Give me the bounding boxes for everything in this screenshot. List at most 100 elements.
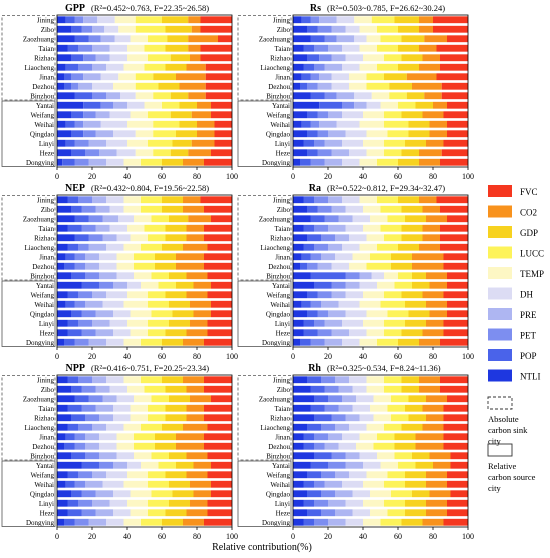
panel-stats: (R²=0.432~0.804, F=19.56~22.58) [91,183,209,193]
bar-segment-temp [370,490,391,498]
bar-segment-co2 [422,423,444,431]
bar-segment-dh [336,120,360,128]
bar-segment-ntli [57,205,71,213]
bar-segment-pop [307,25,318,33]
bar-segment-ntli [57,111,71,119]
bar-segment-ntli [293,319,304,327]
category-label: Taian [39,225,55,233]
bar-segment-pre [328,196,342,204]
bar-segment-dh [113,329,131,337]
bar-segment-fvc [218,35,232,43]
bar-segment-gdp [170,111,192,119]
bar-segment-gdp [405,404,423,412]
bar-segment-lucc [391,395,409,403]
bar-segment-fvc [440,376,468,384]
x-tick-label: 0 [291,172,295,181]
bar-segment-ntli [57,310,71,318]
bar-segment-temp [127,224,145,232]
bar-segment-lucc [148,509,166,517]
bar-segment-fvc [443,291,468,299]
bar-segment-gdp [398,158,419,166]
bar-segment-pop [65,433,75,441]
bar-segment-lucc [148,291,166,299]
bar-segment-pre [321,300,339,308]
bar-segment-co2 [419,196,437,204]
bar-segment-gdp [401,111,423,119]
category-label: Zibo [277,386,291,394]
bar-segment-ntli [293,205,307,213]
bar-segment-ntli [57,63,66,71]
bar-segment-pop [67,329,82,337]
legend-swatch-co2 [488,205,512,218]
bar-segment-fvc [443,111,468,119]
bar-segment-dh [331,73,349,81]
bar-segment-temp [363,518,381,526]
bar-segment-lucc [387,215,405,223]
bar-segment-fvc [204,253,232,261]
bar-segment-pop [67,423,78,431]
category-label: Jinan [39,73,54,81]
bar-segment-dh [120,92,136,100]
bar-segment-co2 [186,452,208,460]
bar-segment-ntli [57,92,75,100]
bar-segment-pop [71,54,84,62]
bar-segment-gdp [165,291,187,299]
bar-segment-co2 [188,215,211,223]
bar-segment-pet [83,130,96,138]
bar-segment-fvc [207,329,232,337]
bar-segment-pet [85,414,99,422]
bar-segment-lucc [377,158,398,166]
bar-segment-gdp [408,395,426,403]
bar-segment-lucc [134,262,155,270]
x-tick-label: 0 [55,352,59,361]
bar-segment-pet [78,291,92,299]
bar-segment-co2 [176,262,204,270]
bar-segment-pop [314,395,328,403]
bar-segment-pop [303,63,314,71]
bar-segment-temp [384,272,398,280]
bar-segment-co2 [188,44,201,52]
bar-segment-pop [303,329,318,337]
category-label: Zaozhuang [259,35,291,43]
bar-segment-lucc [384,376,402,384]
bar-segment-temp [380,461,398,469]
bar-segment-pop [65,16,75,24]
bar-segment-dh [116,452,134,460]
bar-segment-gdp [405,471,426,479]
category-label: Zibo [277,26,291,34]
panel-title: Ra [309,183,321,194]
bar-segment-lucc [148,404,166,412]
bar-segment-gdp [165,44,189,52]
bar-segment-pop [67,376,78,384]
bar-segment-fvc [447,509,468,517]
bar-segment-temp [123,338,141,346]
bar-segment-pet [88,395,103,403]
category-label: Zaozhuang [23,215,55,223]
bar-segment-co2 [426,471,447,479]
bar-segment-lucc [373,442,395,450]
bar-segment-gdp [401,376,419,384]
category-label: Heze [276,329,290,337]
bar-segment-ntli [57,130,71,138]
bar-segment-temp [130,490,152,498]
bar-segment-co2 [426,319,444,327]
category-label: Dezhou [268,263,290,271]
source-group-box [237,460,292,527]
bar-segment-lucc [377,433,395,441]
category-label: Binzhou [266,452,290,460]
bar-segment-fvc [436,73,468,81]
bar-segment-lucc [387,310,409,318]
category-label: Dezhou [32,443,54,451]
bar-segment-pet [324,404,339,412]
bar-segment-gdp [401,423,423,431]
bar-segment-co2 [429,130,447,138]
bar-segment-pop [301,73,311,81]
category-label: Dongying [262,519,291,527]
bar-segment-lucc [134,253,155,261]
bar-segment-ntli [293,433,304,441]
legend-label-lucc: LUCC [520,249,544,259]
source-group-box [1,460,56,527]
category-label: Zibo [41,26,55,34]
bar-segment-pre [100,35,115,43]
bar-segment-dh [342,111,363,119]
